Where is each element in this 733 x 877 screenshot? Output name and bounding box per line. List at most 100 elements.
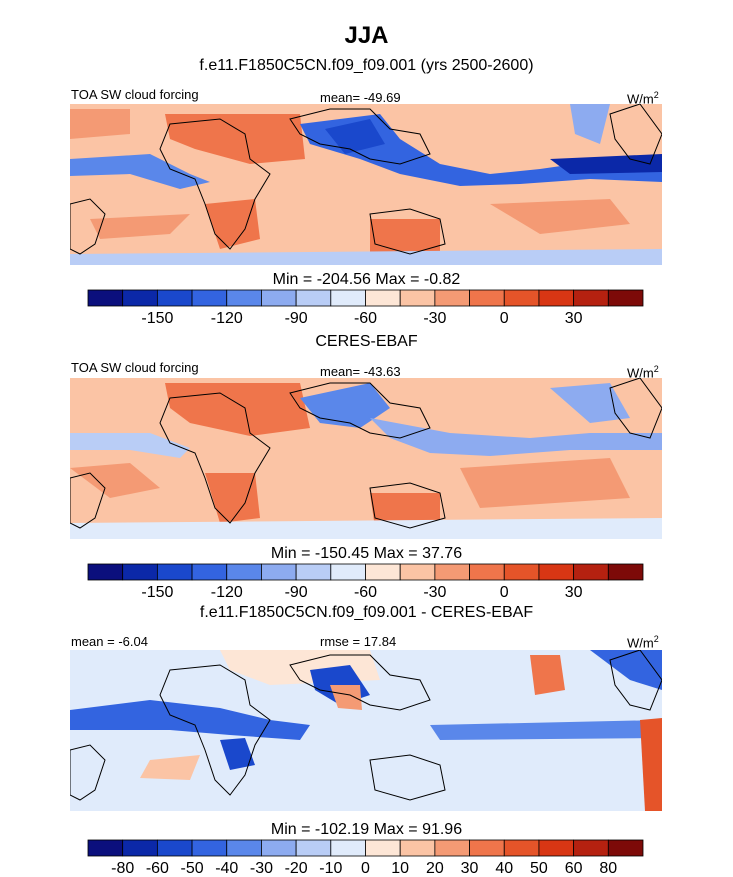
panel-2-mean-label: mean= -43.63	[320, 364, 401, 379]
panel-1-colorbar-ticks: -150 -120 -90 -60 -30 0 30	[141, 310, 582, 327]
colorbar-tick-label: -60	[354, 310, 377, 327]
north-pacific-negative	[590, 650, 662, 690]
south-africa-region	[205, 473, 260, 523]
colorbar-tick-label: 0	[500, 584, 509, 601]
colorbar-box	[156, 563, 193, 581]
colorbar-box	[434, 289, 470, 307]
southern-ocean-band	[70, 249, 662, 265]
colorbar-tick-label: 30	[565, 310, 583, 327]
colorbar-box	[295, 289, 332, 307]
colorbar-box	[191, 839, 228, 857]
colorbar-tick-label: -120	[211, 310, 243, 327]
colorbar-box	[399, 289, 436, 307]
colorbar-box	[226, 289, 262, 307]
colorbar-box	[503, 839, 540, 857]
north-pacific-clouds	[550, 383, 630, 423]
colorbar-box	[573, 839, 609, 857]
colorbar-box	[156, 289, 193, 307]
colorbar-box	[295, 563, 332, 581]
australia-region	[370, 219, 440, 254]
colorbar-box	[156, 839, 193, 857]
colorbar-tick-label: 30	[461, 860, 479, 877]
coastlines	[70, 104, 662, 255]
panel-2-variable-label: TOA SW cloud forcing	[71, 360, 199, 375]
se-pacific-region	[490, 199, 630, 234]
colorbar-tick-label: 20	[426, 860, 444, 877]
colorbar-box	[295, 839, 332, 857]
panel-1-title: f.e11.F1850C5CN.f09_f09.001 (yrs 2500-26…	[199, 57, 534, 74]
colorbar-tick-label: -50	[181, 860, 204, 877]
sahara-region	[165, 114, 305, 164]
panel-3-colorbar-ticks: -80 -60 -50 -40 -30 -20 -10 0 10 20 30 40 50 60 80	[111, 860, 617, 877]
panel-1-mean-label: mean= -49.69	[320, 90, 401, 105]
north-pacific-positive	[530, 655, 565, 695]
indo-pacific-convection	[370, 418, 662, 456]
panel-1-colorbar-boxes	[87, 289, 644, 307]
sahara-region	[165, 383, 310, 436]
colorbar-box	[538, 289, 575, 307]
coastlines	[70, 378, 662, 529]
colorbar-box	[573, 289, 609, 307]
colorbar-tick-label: -30	[423, 584, 446, 601]
panel-2-min-max: Min = -150.45 Max = 37.76	[270, 545, 463, 562]
panel-1-min-max: Min = -204.56 Max = -0.82	[272, 271, 461, 288]
colorbar-box	[434, 839, 470, 857]
colorbar-box	[330, 563, 366, 581]
colorbar-box	[87, 563, 124, 581]
colorbar-tick-label: -30	[423, 310, 446, 327]
colorbar-box	[261, 839, 297, 857]
panel-3-colorbar: -80 -60 -50 -40 -30 -20 -10 0 10 20 30 40 50 60 80	[87, 839, 644, 877]
colorbar-box	[469, 839, 505, 857]
colorbar-tick-label: 0	[361, 860, 370, 877]
southern-ocean-band	[70, 518, 662, 539]
colorbar-tick-label: -150	[141, 584, 173, 601]
colorbar-box	[399, 563, 436, 581]
panel-2-map	[70, 378, 662, 539]
panel-3-title: f.e11.F1850C5CN.f09_f09.001 - CERES-EBAF	[199, 604, 534, 621]
colorbar-box	[330, 839, 366, 857]
african-negative-core	[220, 738, 255, 770]
panel-2-colorbar: -150 -120 -90 -60 -30 0 30	[87, 563, 644, 601]
colorbar-box	[503, 289, 540, 307]
south-atlantic-positive	[140, 755, 200, 780]
south-africa-region	[205, 199, 260, 249]
colorbar-box	[226, 839, 262, 857]
panel-1-colorbar: -150 -120 -90 -60 -30 0 30	[87, 289, 644, 327]
colorbar-tick-label: -90	[285, 310, 308, 327]
se-pacific-region	[460, 458, 630, 508]
colorbar-box	[399, 839, 436, 857]
south-atlantic-region	[90, 214, 190, 239]
atlantic-itcz-band	[70, 433, 190, 458]
colorbar-box	[261, 563, 297, 581]
na-atlantic-region	[70, 109, 130, 139]
colorbar-tick-label: 30	[565, 584, 583, 601]
atlantic-itcz-band	[70, 154, 210, 189]
colorbar-box	[191, 289, 228, 307]
colorbar-box	[261, 289, 297, 307]
colorbar-box	[538, 563, 575, 581]
colorbar-tick-label: -90	[285, 584, 308, 601]
panel-2-colorbar-boxes	[87, 563, 644, 581]
colorbar-tick-label: 40	[495, 860, 513, 877]
colorbar-box	[573, 563, 609, 581]
colorbar-tick-label: -40	[215, 860, 238, 877]
colorbar-box	[365, 289, 401, 307]
colorbar-box	[87, 839, 124, 857]
colorbar-tick-label: 50	[530, 860, 548, 877]
colorbar-tick-label: -60	[146, 860, 169, 877]
australia-region	[370, 493, 440, 528]
colorbar-box	[607, 289, 644, 307]
colorbar-box	[122, 289, 158, 307]
colorbar-box	[607, 839, 644, 857]
pacific-itcz-negative	[430, 720, 662, 740]
figure-title: JJA	[344, 22, 389, 49]
south-american-coast-positive	[640, 718, 662, 811]
colorbar-tick-label: -150	[141, 310, 173, 327]
colorbar-tick-label: 0	[500, 310, 509, 327]
colorbar-box	[191, 563, 228, 581]
colorbar-box	[503, 563, 540, 581]
colorbar-box	[365, 563, 401, 581]
colorbar-tick-label: -10	[319, 860, 342, 877]
colorbar-box	[469, 289, 505, 307]
asian-monsoon-core	[300, 383, 390, 428]
